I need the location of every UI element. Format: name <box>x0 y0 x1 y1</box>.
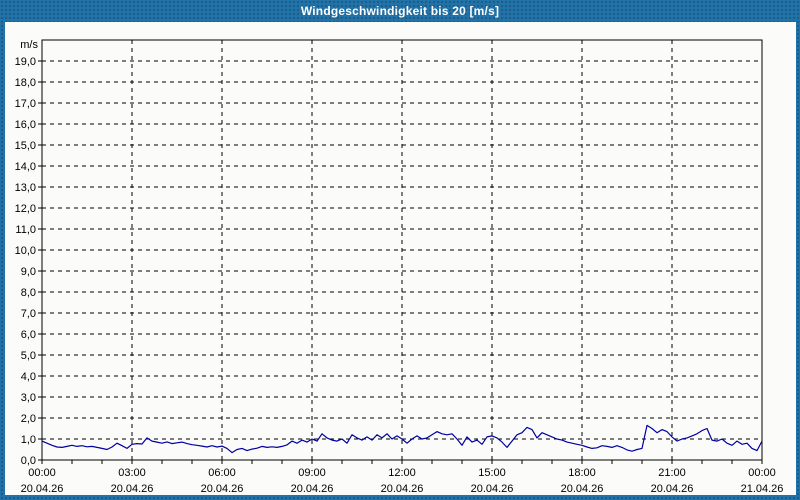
x-axis-ticks <box>41 460 763 464</box>
svg-text:8,0: 8,0 <box>21 287 36 299</box>
svg-text:21.04.26: 21.04.26 <box>741 483 784 495</box>
svg-text:1,0: 1,0 <box>21 434 36 446</box>
chart-panel: 0,0 1,0 2,0 3,0 4,0 5,0 6,0 7,0 8,0 9,0 10,0 11,0 12… <box>5 22 796 495</box>
svg-text:2,0: 2,0 <box>21 413 36 425</box>
grid-vertical <box>131 40 673 460</box>
svg-text:20.04.26: 20.04.26 <box>561 483 604 495</box>
svg-text:00:00: 00:00 <box>748 467 776 479</box>
svg-text:20.04.26: 20.04.26 <box>21 483 64 495</box>
x-axis-time-labels: 00:00 03:00 06:00 09:00 12:00 15:00 18:00 21:00… <box>28 467 776 479</box>
svg-text:18:00: 18:00 <box>568 467 596 479</box>
svg-text:21:00: 21:00 <box>658 467 686 479</box>
chart-svg: 0,0 1,0 2,0 3,0 4,0 5,0 6,0 7,0 8,0 9,0 10,0 11,0 12… <box>15 39 784 495</box>
svg-text:10,0: 10,0 <box>15 245 36 257</box>
svg-text:12,0: 12,0 <box>15 203 36 215</box>
unit-label: m/s <box>20 39 38 51</box>
svg-text:15,0: 15,0 <box>15 140 36 152</box>
wind-speed-series <box>41 424 763 454</box>
y-axis-ticks <box>38 60 42 461</box>
svg-text:17,0: 17,0 <box>15 98 36 110</box>
y-axis-labels: 0,0 1,0 2,0 3,0 4,0 5,0 6,0 7,0 8,0 9,0 10,0 11,0 12… <box>15 56 36 467</box>
svg-text:19,0: 19,0 <box>15 56 36 68</box>
svg-text:20.04.26: 20.04.26 <box>471 483 514 495</box>
svg-text:20.04.26: 20.04.26 <box>291 483 334 495</box>
window-title-bar: Windgeschwindigkeit bis 20 [m/s] <box>0 0 800 22</box>
svg-text:11,0: 11,0 <box>15 224 36 236</box>
svg-text:20.04.26: 20.04.26 <box>111 483 154 495</box>
chart-title: Windgeschwindigkeit bis 20 [m/s] <box>300 4 500 18</box>
svg-text:00:00: 00:00 <box>28 467 56 479</box>
svg-text:13,0: 13,0 <box>15 182 36 194</box>
svg-text:16,0: 16,0 <box>15 119 36 131</box>
svg-text:7,0: 7,0 <box>21 308 36 320</box>
svg-text:m/s: m/s <box>20 39 38 51</box>
svg-text:5,0: 5,0 <box>21 350 36 362</box>
svg-text:3,0: 3,0 <box>21 392 36 404</box>
x-axis-date-labels: 20.04.26 20.04.26 20.04.26 20.04.26 20.04.26… <box>21 483 784 495</box>
svg-text:15:00: 15:00 <box>478 467 506 479</box>
svg-text:03:00: 03:00 <box>118 467 146 479</box>
svg-text:12:00: 12:00 <box>388 467 416 479</box>
svg-text:4,0: 4,0 <box>21 371 36 383</box>
svg-text:06:00: 06:00 <box>208 467 236 479</box>
wind-speed-chart: 0,0 1,0 2,0 3,0 4,0 5,0 6,0 7,0 8,0 9,0 10,0 11,0 12… <box>5 22 796 495</box>
svg-text:20.04.26: 20.04.26 <box>201 483 244 495</box>
svg-text:18,0: 18,0 <box>15 77 36 89</box>
svg-text:09:00: 09:00 <box>298 467 326 479</box>
svg-text:14,0: 14,0 <box>15 161 36 173</box>
data-line <box>41 424 763 454</box>
svg-text:9,0: 9,0 <box>21 266 36 278</box>
svg-text:20.04.26: 20.04.26 <box>381 483 424 495</box>
svg-text:6,0: 6,0 <box>21 329 36 341</box>
plot-border <box>41 39 763 461</box>
svg-text:0,0: 0,0 <box>21 455 36 467</box>
svg-text:20.04.26: 20.04.26 <box>651 483 694 495</box>
